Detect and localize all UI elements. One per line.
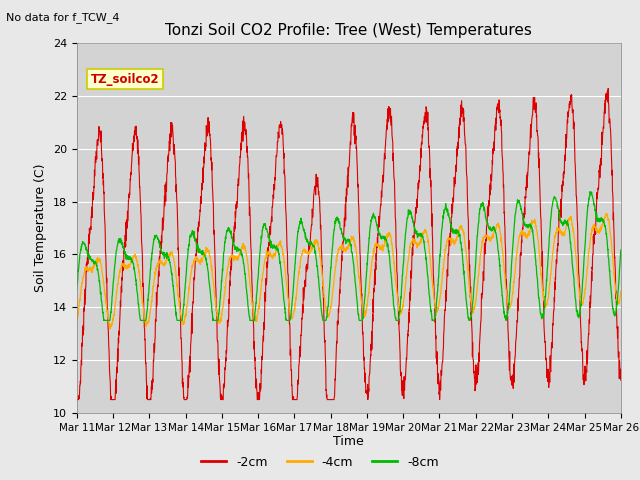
-2cm xyxy=(225,318,232,324)
-2cm xyxy=(617,377,625,383)
-2cm xyxy=(507,376,515,382)
-2cm xyxy=(376,207,384,213)
-8cm xyxy=(584,203,592,209)
-4cm xyxy=(376,243,384,249)
-4cm xyxy=(365,290,372,296)
Y-axis label: Soil Temperature (C): Soil Temperature (C) xyxy=(35,164,47,292)
-2cm xyxy=(604,85,612,91)
-2cm xyxy=(73,396,81,402)
Title: Tonzi Soil CO2 Profile: Tree (West) Temperatures: Tonzi Soil CO2 Profile: Tree (West) Temp… xyxy=(165,23,532,38)
-2cm xyxy=(569,107,577,113)
-2cm xyxy=(584,345,591,350)
-4cm xyxy=(507,302,515,308)
-4cm xyxy=(602,211,610,216)
-4cm xyxy=(584,258,592,264)
Legend: -2cm, -4cm, -8cm: -2cm, -4cm, -8cm xyxy=(196,451,444,474)
-8cm xyxy=(376,234,384,240)
-4cm xyxy=(225,260,232,265)
-8cm xyxy=(100,318,108,324)
-2cm xyxy=(365,392,372,398)
-8cm xyxy=(586,189,594,194)
-4cm xyxy=(106,326,114,332)
-8cm xyxy=(507,274,515,279)
Line: -8cm: -8cm xyxy=(77,192,621,321)
-8cm xyxy=(73,286,81,291)
-4cm xyxy=(617,288,625,294)
Text: No data for f_TCW_4: No data for f_TCW_4 xyxy=(6,12,120,23)
X-axis label: Time: Time xyxy=(333,435,364,448)
-4cm xyxy=(73,317,81,323)
-8cm xyxy=(617,247,625,253)
-4cm xyxy=(569,225,577,231)
Line: -2cm: -2cm xyxy=(77,88,621,399)
-8cm xyxy=(225,228,232,234)
Line: -4cm: -4cm xyxy=(77,214,621,329)
-8cm xyxy=(365,241,372,247)
Text: TZ_soilco2: TZ_soilco2 xyxy=(90,73,159,86)
-8cm xyxy=(569,266,577,272)
